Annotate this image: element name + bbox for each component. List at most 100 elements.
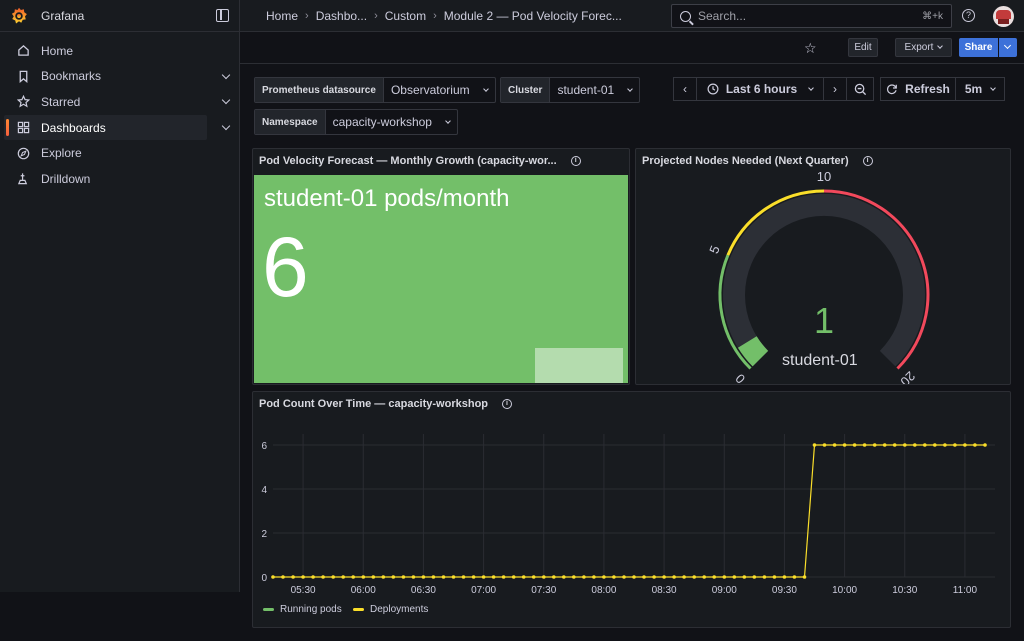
time-shift-forward-button[interactable]: › [823,77,847,101]
data-point [321,575,325,579]
data-point [652,575,656,579]
sidebar-item-dashboards[interactable]: Dashboards [4,114,231,141]
data-point [271,575,275,579]
data-point [862,443,867,447]
legend-item-deployments[interactable]: Deployments [353,604,428,615]
data-point [913,443,917,447]
chevron-down-icon [990,84,997,91]
breadcrumb-home[interactable]: Home [266,8,299,23]
data-point [632,575,636,579]
timeseries-chart[interactable]: 0 2 4 6 05:30 06:00 06:30 07:00 07:30 08:00 08:30 0… [253,420,1010,600]
legend-item-running-pods[interactable]: Running pods [263,604,342,615]
timeseries-panel-title: Pod Count Over Time — capacity-workshop [259,398,489,410]
edit-button[interactable]: Edit [848,38,878,57]
data-point [592,575,596,579]
data-point [301,575,305,579]
legend-swatch [263,608,274,611]
x-tick-label: 09:00 [712,585,737,596]
x-tick-label: 06:30 [411,585,436,596]
data-point [391,575,396,579]
help-icon[interactable]: ? [962,9,975,22]
star-icon [16,95,30,109]
star-icon[interactable]: ☆ [804,40,817,56]
gauge-fill [737,335,769,367]
zoom-out-button[interactable] [846,77,874,101]
refresh-interval: 5m [964,82,983,96]
home-icon [16,44,30,58]
info-icon[interactable]: i [502,399,513,409]
data-point [552,575,556,579]
y-tick-label: 0 [261,573,267,584]
data-point [421,575,426,579]
clock-icon [707,83,719,95]
search-input[interactable]: Search... ⌘+k [671,4,952,28]
chevron-down-icon [627,85,634,92]
share-button[interactable]: Share [959,38,998,57]
export-button[interactable]: Export [895,38,952,57]
sidebar-item-label: Drilldown [41,171,91,186]
grafana-logo-icon[interactable] [10,7,28,25]
share-dropdown-button[interactable] [999,38,1017,57]
data-point [973,443,977,447]
refresh-interval-picker[interactable]: 5m [955,77,1005,101]
variable-label: Namespace [255,110,326,134]
gauge-panel-title: Projected Nodes Needed (Next Quarter) [642,155,849,167]
cluster-select[interactable]: student-01 [550,78,639,102]
time-range-picker[interactable]: Last 6 hours [696,77,824,101]
gauge-threshold-yellow [726,189,825,256]
data-point [672,575,676,579]
info-icon[interactable]: i [570,156,581,166]
chevron-down-icon[interactable] [221,95,231,105]
data-point [281,575,285,579]
datasource-select[interactable]: Observatorium [384,78,495,102]
edit-label: Edit [854,42,872,53]
gauge-panel[interactable]: Projected Nodes Needed (Next Quarter) i [635,148,1011,385]
sidebar-item-explore[interactable]: Explore [4,140,207,166]
x-tick-label: 10:30 [892,585,917,596]
share-label: Share [964,42,993,53]
data-point [572,575,576,579]
chevron-down-icon[interactable] [221,70,231,79]
time-shift-back-button[interactable]: ‹ [673,77,697,101]
sidebar-item-home[interactable]: Home [4,38,207,64]
data-point [662,575,666,579]
data-point [441,575,446,579]
data-point [491,575,496,579]
refresh-label: Refresh [905,82,950,96]
timeseries-panel[interactable]: Pod Count Over Time — capacity-workshop i [252,391,1011,628]
sidebar-item-label: Home [41,43,74,58]
data-point [742,575,747,579]
breadcrumb-dashboards[interactable]: Dashbo... [315,8,368,23]
data-point [291,575,295,579]
drilldown-icon [16,172,30,186]
sidebar-item-starred[interactable]: Starred [4,89,231,115]
data-point [852,443,857,447]
y-tick-label: 6 [261,441,267,452]
dock-menu-icon[interactable] [216,8,229,22]
data-point [481,575,486,579]
export-label: Export [904,42,934,53]
data-point [752,575,757,579]
gauge-tick-label: 10 [817,170,831,184]
refresh-button[interactable]: Refresh [880,77,956,101]
namespace-select[interactable]: capacity-workshop [326,110,457,134]
x-tick-label: 11:00 [953,585,978,596]
sidebar-item-label: Starred [41,94,81,109]
sidebar-item-bookmarks[interactable]: Bookmarks [4,64,231,90]
info-icon[interactable]: i [862,156,873,166]
breadcrumb-custom[interactable]: Custom [384,8,427,23]
y-tick-label: 2 [261,529,267,540]
data-point [923,443,927,447]
data-point [511,575,516,579]
breadcrumb-separator-icon: › [305,9,309,22]
chevron-down-icon [808,84,815,91]
data-point [782,575,787,579]
chevron-down-icon[interactable] [221,121,231,131]
sidebar-item-drilldown[interactable]: Drilldown [4,166,207,192]
data-point [722,575,727,579]
chevron-down-icon [482,85,489,92]
data-point [682,575,686,579]
avatar[interactable] [993,6,1014,27]
data-point [732,575,737,579]
data-point [792,575,797,579]
